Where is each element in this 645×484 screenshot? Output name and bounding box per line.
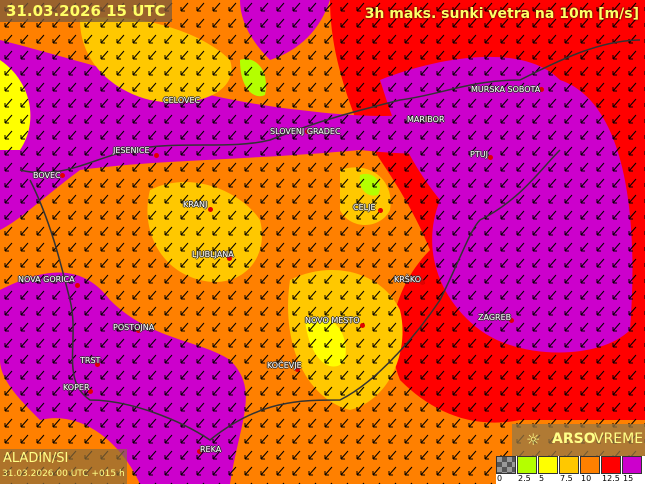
city-label: POSTOJNA	[113, 323, 155, 332]
legend-swatch	[538, 456, 558, 474]
model-name: ALADIN/SI	[3, 451, 69, 466]
city-label: KRANJ	[183, 200, 208, 209]
city-marker	[136, 328, 141, 333]
legend-label: 10	[581, 474, 592, 483]
brand-logo: ☼ ARSO VREME	[512, 424, 645, 456]
city-marker	[378, 208, 383, 213]
city-label: KOČEVJE	[267, 361, 302, 370]
city-label: ZAGREB	[478, 313, 512, 322]
brand-vreme: VREME	[594, 431, 644, 447]
legend-swatch	[601, 456, 621, 474]
city-label: KOPER	[63, 383, 90, 392]
model-run: 31.03.2026 00 UTC +015 h	[2, 469, 125, 479]
city-marker	[425, 117, 430, 122]
city-marker	[227, 256, 232, 261]
legend-label: 7.5	[560, 474, 573, 483]
city-label: BOVEC	[33, 171, 61, 180]
city-label: CELJE	[353, 203, 376, 212]
city-marker	[420, 280, 425, 285]
legend-label: 2.5	[518, 474, 531, 483]
legend-swatch	[622, 456, 642, 474]
city-label: PTUJ	[470, 150, 488, 159]
brand-arso: ARSO	[552, 431, 596, 447]
legend-swatch	[559, 456, 579, 474]
city-marker	[488, 155, 493, 160]
city-marker	[360, 323, 365, 328]
product-title: 3h maks. sunki vetra na 10m [m/s]	[364, 6, 639, 22]
city-marker	[539, 87, 544, 92]
city-marker	[509, 318, 514, 323]
city-label: NOVO MESTO	[305, 316, 360, 325]
city-label: NOVA GORICA	[18, 275, 75, 284]
city-label: MARIBOR	[407, 115, 445, 124]
forecast-datetime: 31.03.2026 15 UTC	[0, 0, 172, 22]
legend-label: 5	[539, 474, 545, 483]
city-marker	[197, 449, 202, 454]
city-marker	[95, 362, 100, 367]
city-marker	[75, 283, 80, 288]
city-label: LJUBLJANA	[192, 250, 234, 259]
city-marker	[88, 389, 93, 394]
legend-swatch	[496, 456, 516, 474]
city-label: REKA	[200, 445, 222, 454]
city-label: KRŠKO	[394, 275, 421, 284]
city-label: SLOVENJ GRADEC	[270, 127, 341, 136]
legend-label: 0	[497, 474, 503, 483]
legend-label: 12.5	[602, 474, 620, 483]
city-label: CELOVEC	[163, 96, 201, 105]
wind-sun-icon: ☼	[526, 430, 541, 449]
city-marker	[154, 153, 159, 158]
city-marker	[305, 129, 310, 134]
legend-label: 15	[623, 474, 634, 483]
legend-swatch	[580, 456, 600, 474]
city-marker	[208, 207, 213, 212]
model-info: ALADIN/SI 31.03.2026 00 UTC +015 h	[0, 449, 127, 484]
city-label: MURSKA SOBOTA	[471, 85, 541, 94]
city-label: JESENICE	[113, 146, 150, 155]
city-marker	[60, 173, 65, 178]
city-marker	[295, 367, 300, 372]
city-marker	[181, 98, 186, 103]
city-label: TRST	[80, 356, 101, 365]
legend-swatch	[517, 456, 537, 474]
color-legend: 0 2.5 5 7.5 10 12.5 15	[496, 456, 645, 484]
